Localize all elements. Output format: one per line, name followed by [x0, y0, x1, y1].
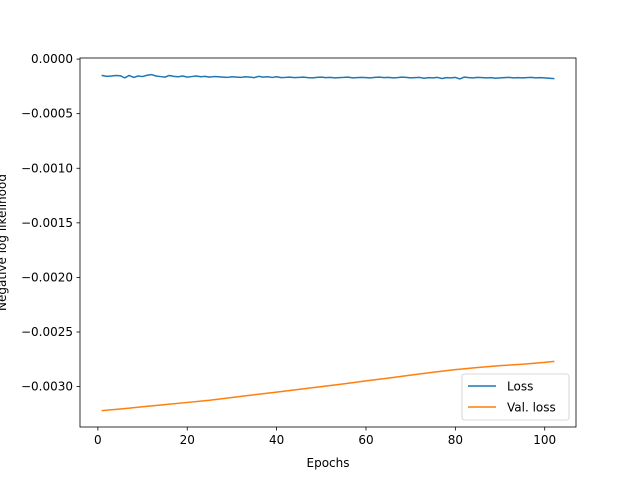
x-tick-label: 80	[448, 433, 463, 447]
legend-label-val-loss: Val. loss	[507, 401, 556, 415]
x-tick-label: 0	[94, 433, 102, 447]
y-tick-label: −0.0025	[21, 325, 73, 339]
y-axis-label: Negative log likelihood	[0, 174, 9, 311]
y-tick-label: −0.0030	[21, 380, 73, 394]
axes: 0 20 40 60 80 100 0.0000 −0.0005 −0.0010 −0.0015 −…	[21, 52, 577, 447]
plot-frame	[79, 57, 577, 428]
y-tick-label: 0.0000	[31, 52, 73, 66]
y-tick-label: −0.0005	[21, 107, 73, 121]
series-line-val-loss	[101, 360, 555, 412]
x-tick-label: 60	[358, 433, 373, 447]
y-tick-label: −0.0020	[21, 270, 73, 284]
series-line-loss	[101, 73, 555, 80]
x-tick-label: 100	[533, 433, 556, 447]
x-axis-label: Epochs	[307, 456, 350, 470]
legend: Loss Val. loss	[461, 373, 570, 421]
y-tick-label: −0.0015	[21, 216, 73, 230]
plot-area	[101, 73, 555, 412]
x-tick-label: 40	[269, 433, 284, 447]
legend-label-loss: Loss	[507, 380, 533, 394]
y-tick-label: −0.0010	[21, 161, 73, 175]
x-tick-label: 20	[180, 433, 195, 447]
